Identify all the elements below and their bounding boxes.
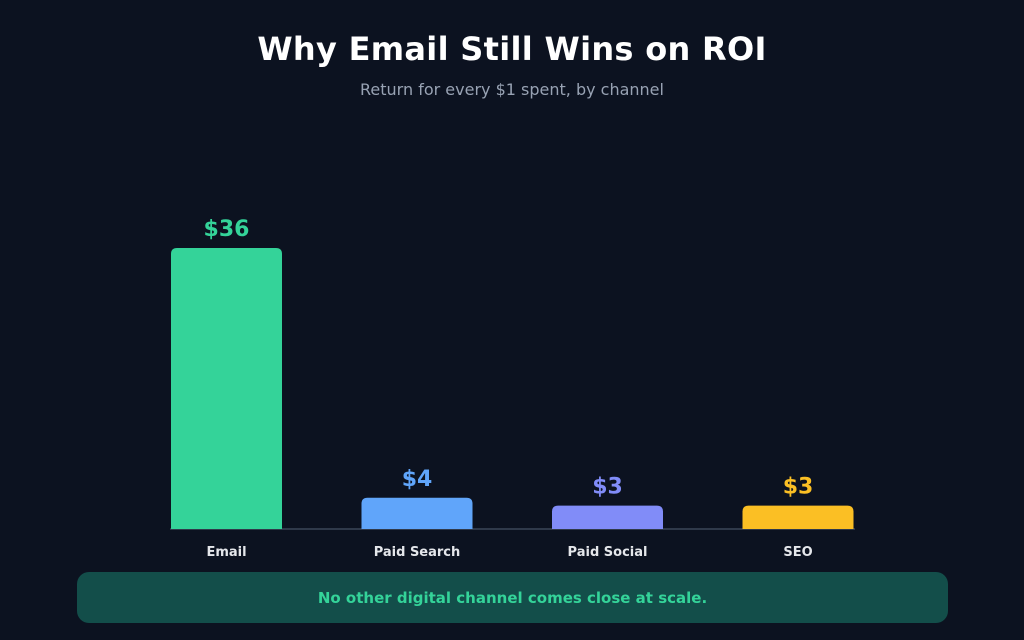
bar-email bbox=[171, 248, 282, 529]
category-label: Paid Search bbox=[374, 545, 461, 560]
value-label: $3 bbox=[783, 475, 814, 500]
bar-seo bbox=[742, 505, 854, 529]
bar-paid-social bbox=[552, 505, 663, 529]
chart-subtitle: Return for every $1 spent, by channel bbox=[360, 80, 664, 99]
value-label: $3 bbox=[592, 475, 623, 500]
value-label: $36 bbox=[204, 217, 250, 242]
chart-title: Why Email Still Wins on ROI bbox=[257, 30, 767, 68]
category-label: Paid Social bbox=[568, 545, 648, 560]
callout-text: No other digital channel comes close at … bbox=[317, 588, 708, 607]
category-label: SEO bbox=[783, 545, 812, 560]
callout-banner: No other digital channel comes close at … bbox=[77, 572, 948, 623]
bar-paid-search bbox=[361, 497, 473, 529]
value-label: $4 bbox=[402, 467, 433, 492]
category-label: Email bbox=[206, 545, 246, 560]
